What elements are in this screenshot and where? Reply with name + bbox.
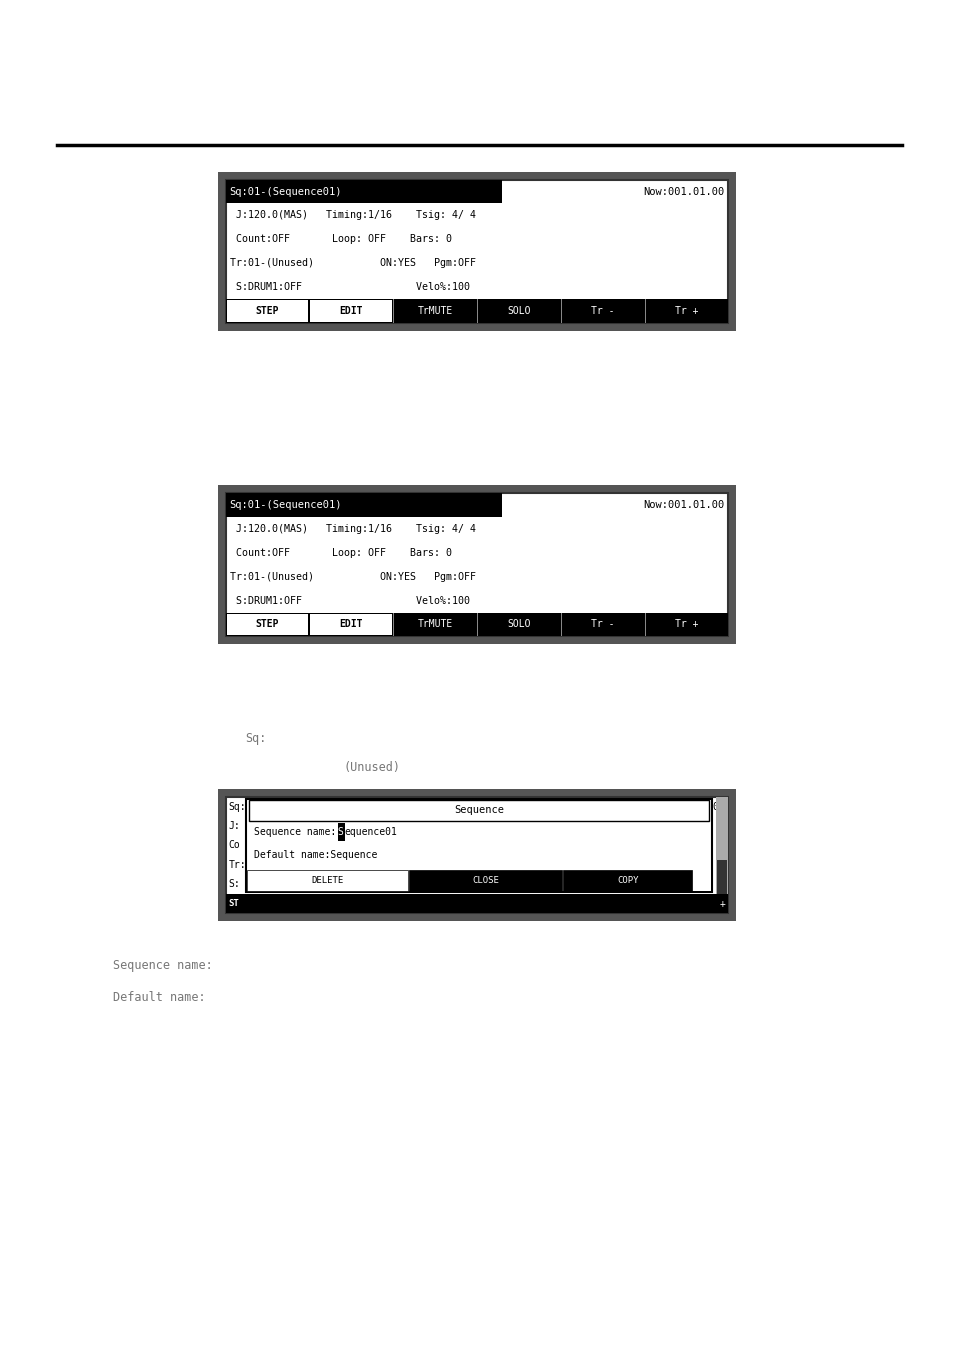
Text: Tr +: Tr + <box>674 307 698 316</box>
Text: S: S <box>337 827 343 836</box>
Bar <box>393 612 394 636</box>
Bar <box>225 180 501 204</box>
Text: Now:001.01.00: Now:001.01.00 <box>642 186 723 196</box>
Text: J:120.0(MAS)   Timing:1/16    Tsig: 4/ 4: J:120.0(MAS) Timing:1/16 Tsig: 4/ 4 <box>230 211 475 220</box>
Bar <box>409 870 561 890</box>
Bar <box>246 870 408 890</box>
Text: EDIT: EDIT <box>339 620 363 630</box>
Bar <box>217 789 736 921</box>
Bar <box>716 797 728 894</box>
Text: Sq:: Sq: <box>335 817 356 831</box>
Text: SOLO: SOLO <box>507 307 530 316</box>
Text: ST: ST <box>229 900 239 908</box>
Text: Tr +: Tr + <box>674 620 698 630</box>
Text: STEP: STEP <box>255 620 279 630</box>
Text: J:120.0(MAS)   Timing:1/16    Tsig: 4/ 4: J:120.0(MAS) Timing:1/16 Tsig: 4/ 4 <box>230 524 475 534</box>
Text: SOLO: SOLO <box>507 620 530 630</box>
Text: TrMUTE: TrMUTE <box>417 620 453 630</box>
Text: Tr:: Tr: <box>229 859 246 870</box>
Bar <box>225 493 501 517</box>
Text: Sq:: Sq: <box>229 801 246 812</box>
Text: Sq:: Sq: <box>245 732 266 746</box>
Text: equence01: equence01 <box>344 827 397 836</box>
Bar <box>476 612 477 636</box>
Bar <box>310 613 392 635</box>
Text: STEP: STEP <box>255 307 279 316</box>
Bar <box>245 798 712 892</box>
Text: Sequence name:: Sequence name: <box>112 959 213 973</box>
Text: Sq:01-(Sequence01): Sq:01-(Sequence01) <box>230 186 342 196</box>
Bar <box>217 485 736 644</box>
Bar <box>560 299 561 323</box>
Text: (Unused): (Unused) <box>343 761 400 774</box>
Text: Tr:01-(Unused)           ON:YES   Pgm:OFF: Tr:01-(Unused) ON:YES Pgm:OFF <box>230 258 475 269</box>
Text: +: + <box>719 898 724 909</box>
Bar <box>644 612 645 636</box>
Text: Default name:Sequence: Default name:Sequence <box>253 850 376 859</box>
Text: Sequence: Sequence <box>454 805 503 816</box>
Text: Co: Co <box>229 840 240 851</box>
Bar <box>310 300 392 322</box>
Text: COPY: COPY <box>617 875 638 885</box>
Text: J:: J: <box>229 821 240 831</box>
Text: 4: 4 <box>718 821 723 831</box>
Text: Count:OFF       Loop: OFF    Bars: 0: Count:OFF Loop: OFF Bars: 0 <box>230 547 451 558</box>
Bar <box>644 299 645 323</box>
Bar <box>225 612 728 636</box>
Text: DELETE: DELETE <box>312 875 344 885</box>
Text: Tr -: Tr - <box>590 307 614 316</box>
Text: EDIT: EDIT <box>339 307 363 316</box>
Text: Count:OFF       Loop: OFF    Bars: 0: Count:OFF Loop: OFF Bars: 0 <box>230 234 451 245</box>
Bar <box>225 797 728 913</box>
Text: Tr -: Tr - <box>590 620 614 630</box>
Text: S:DRUM1:OFF                   Velo%:100: S:DRUM1:OFF Velo%:100 <box>230 282 469 292</box>
Bar <box>225 180 728 323</box>
Text: S:: S: <box>229 880 240 889</box>
Bar <box>226 613 308 635</box>
Text: Sequence name:: Sequence name: <box>253 827 335 836</box>
Bar <box>476 299 477 323</box>
Bar <box>217 172 736 331</box>
Text: 00: 00 <box>712 801 723 812</box>
Bar <box>248 800 709 821</box>
Bar <box>225 299 728 323</box>
Text: TrMUTE: TrMUTE <box>417 307 453 316</box>
Text: Tr:01-(Unused)           ON:YES   Pgm:OFF: Tr:01-(Unused) ON:YES Pgm:OFF <box>230 571 475 582</box>
Bar <box>225 493 728 636</box>
Text: Sq:01-(Sequence01): Sq:01-(Sequence01) <box>230 500 342 509</box>
Bar <box>226 300 308 322</box>
Text: Default name:: Default name: <box>112 990 205 1004</box>
Bar <box>246 870 711 890</box>
Text: CLOSE: CLOSE <box>472 875 498 885</box>
Text: Now:001.01.00: Now:001.01.00 <box>642 500 723 509</box>
Text: S:DRUM1:OFF                   Velo%:100: S:DRUM1:OFF Velo%:100 <box>230 596 469 605</box>
Bar <box>717 861 727 894</box>
Bar <box>393 299 394 323</box>
Bar <box>562 870 691 890</box>
Bar <box>560 612 561 636</box>
Bar <box>225 894 728 913</box>
Bar <box>337 823 344 842</box>
